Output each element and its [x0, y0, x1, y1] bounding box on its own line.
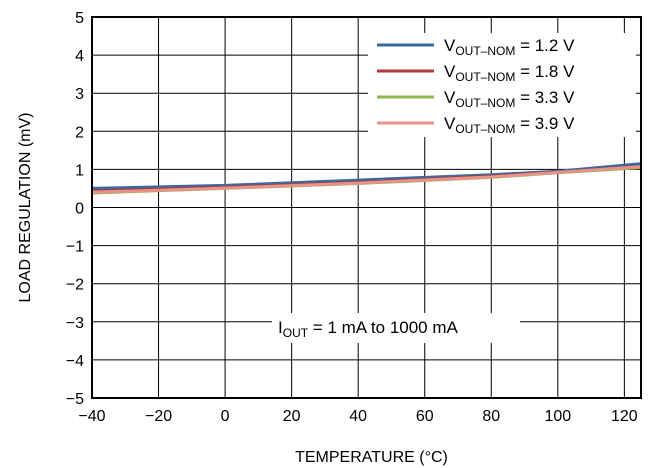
y-tick-label: −4 — [66, 353, 84, 370]
y-tick-label: 3 — [75, 86, 84, 103]
y-tick-labels: 5 4 3 2 1 0 −1 −2 −3 −4 −5 — [66, 10, 84, 408]
x-tick-label: 100 — [544, 408, 571, 425]
x-tick-label: 120 — [611, 408, 638, 425]
legend-label: VOUT–NOM = 3.3 V — [444, 88, 575, 110]
y-tick-label: −5 — [66, 391, 84, 408]
x-tick-label: 60 — [416, 408, 434, 425]
y-tick-label: 1 — [75, 162, 84, 179]
x-tick-labels: −40 −20 0 20 40 60 80 100 120 — [78, 408, 637, 425]
legend-label: VOUT–NOM = 3.9 V — [444, 114, 575, 136]
x-tick-label: −40 — [78, 408, 105, 425]
x-tick-label: 0 — [221, 408, 230, 425]
legend-label: VOUT–NOM = 1.2 V — [444, 36, 575, 58]
x-tick-label: 40 — [349, 408, 367, 425]
legend-label: VOUT–NOM = 1.8 V — [444, 62, 575, 84]
legend-background — [368, 33, 636, 137]
plot-frame — [91, 16, 642, 399]
annotation-text: IOUT = 1 mA to 1000 mA — [278, 318, 459, 340]
x-tick-label: 20 — [283, 408, 301, 425]
annotation: IOUT = 1 mA to 1000 mA — [272, 313, 520, 343]
y-tick-label: 4 — [75, 48, 84, 65]
y-tick-label: 0 — [75, 201, 84, 218]
series-line — [91, 165, 642, 194]
x-tick-label: 80 — [482, 408, 500, 425]
y-axis-label: LOAD REGULATION (mV) — [17, 113, 34, 303]
y-tick-label: −1 — [66, 239, 84, 256]
y-tick-label: 2 — [75, 124, 84, 141]
legend: VOUT–NOM = 1.2 V VOUT–NOM = 1.8 V VOUT–NOM… — [368, 33, 636, 137]
x-tick-label: −20 — [145, 408, 172, 425]
y-tick-label: 5 — [75, 10, 84, 27]
x-axis-label: TEMPERATURE (°C) — [295, 449, 448, 466]
y-tick-label: −2 — [66, 277, 84, 294]
y-tick-label: −3 — [66, 315, 84, 332]
annotation-background — [272, 313, 520, 343]
series-line — [91, 162, 642, 190]
series-lines — [91, 162, 642, 195]
